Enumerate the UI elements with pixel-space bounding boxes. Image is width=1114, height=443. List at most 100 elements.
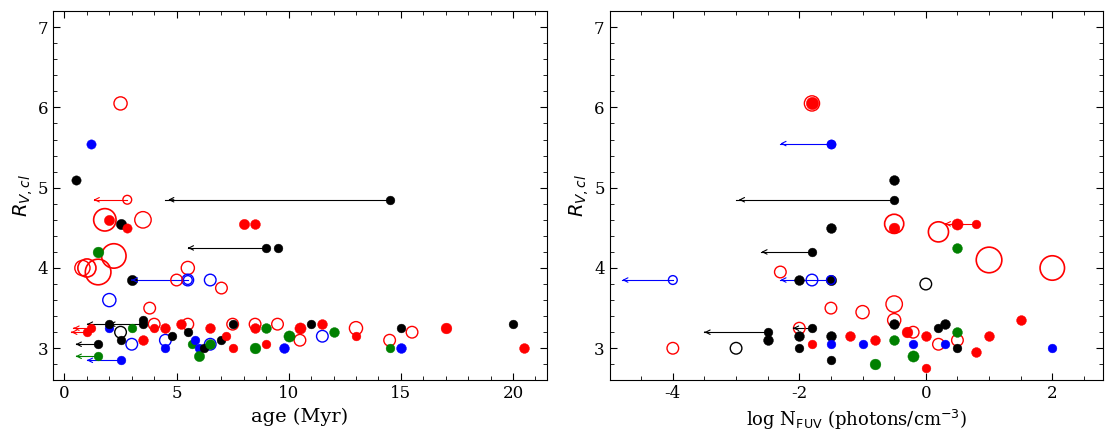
Point bbox=[202, 341, 219, 348]
Point bbox=[803, 249, 821, 256]
Point bbox=[929, 341, 947, 348]
Point bbox=[190, 353, 208, 360]
Point bbox=[905, 353, 922, 360]
Point bbox=[403, 329, 421, 336]
Point bbox=[886, 337, 903, 344]
Point bbox=[96, 216, 114, 223]
Point bbox=[917, 333, 935, 340]
Point bbox=[74, 264, 91, 272]
Point bbox=[184, 341, 202, 348]
Point bbox=[822, 357, 840, 364]
Point bbox=[156, 337, 174, 344]
Point bbox=[123, 276, 140, 284]
Point bbox=[213, 337, 231, 344]
Point bbox=[313, 333, 331, 340]
Point bbox=[134, 337, 152, 344]
Point bbox=[246, 321, 264, 328]
Point bbox=[156, 325, 174, 332]
Point bbox=[929, 228, 947, 235]
Point bbox=[822, 224, 840, 231]
Point bbox=[105, 253, 123, 260]
Point bbox=[822, 276, 840, 284]
Point bbox=[217, 333, 235, 340]
Point bbox=[886, 321, 903, 328]
Point bbox=[948, 345, 966, 352]
Point bbox=[145, 325, 163, 332]
Point bbox=[664, 276, 682, 284]
Point bbox=[100, 321, 118, 328]
Point bbox=[803, 100, 821, 107]
Point bbox=[168, 276, 186, 284]
Point bbox=[280, 333, 297, 340]
Point bbox=[803, 341, 821, 348]
Point bbox=[664, 345, 682, 352]
Point bbox=[822, 341, 840, 348]
Point bbox=[140, 305, 158, 312]
Point bbox=[100, 325, 118, 332]
Point bbox=[980, 256, 998, 264]
Point bbox=[898, 329, 916, 336]
Point bbox=[67, 176, 85, 183]
Point bbox=[1012, 317, 1029, 324]
Point bbox=[111, 329, 129, 336]
Point bbox=[202, 325, 219, 332]
Point bbox=[257, 325, 275, 332]
Point bbox=[948, 245, 966, 252]
Y-axis label: $R_{V,cl}$: $R_{V,cl}$ bbox=[567, 174, 592, 218]
Point bbox=[89, 353, 107, 360]
Point bbox=[803, 276, 821, 284]
Point bbox=[324, 329, 342, 336]
Point bbox=[78, 329, 96, 336]
Point bbox=[268, 245, 286, 252]
Point bbox=[179, 329, 197, 336]
Point bbox=[822, 305, 840, 312]
Point bbox=[246, 325, 264, 332]
Point bbox=[822, 140, 840, 147]
Point bbox=[100, 296, 118, 303]
Point bbox=[867, 337, 885, 344]
Point bbox=[929, 325, 947, 332]
Y-axis label: $R_{V,cl}$: $R_{V,cl}$ bbox=[11, 174, 35, 218]
Point bbox=[173, 321, 190, 328]
Point bbox=[145, 321, 163, 328]
Point bbox=[771, 268, 789, 276]
Point bbox=[348, 325, 365, 332]
Point bbox=[134, 216, 152, 223]
X-axis label: log N$_{\rm FUV}$ (photons/cm$^{-3}$): log N$_{\rm FUV}$ (photons/cm$^{-3}$) bbox=[745, 408, 967, 432]
Point bbox=[118, 196, 136, 203]
Point bbox=[392, 325, 410, 332]
Point bbox=[111, 100, 129, 107]
Point bbox=[224, 345, 242, 352]
Point bbox=[980, 333, 998, 340]
Point bbox=[257, 245, 275, 252]
Point bbox=[948, 337, 966, 344]
Point bbox=[803, 325, 821, 332]
Point bbox=[841, 333, 859, 340]
Point bbox=[179, 321, 197, 328]
Point bbox=[118, 224, 136, 231]
Point bbox=[78, 264, 96, 272]
Point bbox=[313, 321, 331, 328]
Point bbox=[235, 220, 253, 227]
Point bbox=[886, 300, 903, 307]
Point bbox=[791, 276, 809, 284]
Point bbox=[853, 309, 871, 316]
Point bbox=[504, 321, 521, 328]
Point bbox=[759, 329, 776, 336]
Point bbox=[291, 337, 309, 344]
Point bbox=[381, 337, 399, 344]
Point bbox=[89, 249, 107, 256]
Point bbox=[948, 220, 966, 227]
Point bbox=[246, 345, 264, 352]
Point bbox=[89, 268, 107, 276]
Point bbox=[822, 333, 840, 340]
Point bbox=[437, 325, 455, 332]
Point bbox=[759, 337, 776, 344]
Point bbox=[213, 284, 231, 291]
Point bbox=[791, 325, 809, 332]
Point bbox=[853, 341, 871, 348]
Point bbox=[268, 321, 286, 328]
Point bbox=[905, 329, 922, 336]
Point bbox=[123, 341, 140, 348]
Point bbox=[246, 220, 264, 227]
